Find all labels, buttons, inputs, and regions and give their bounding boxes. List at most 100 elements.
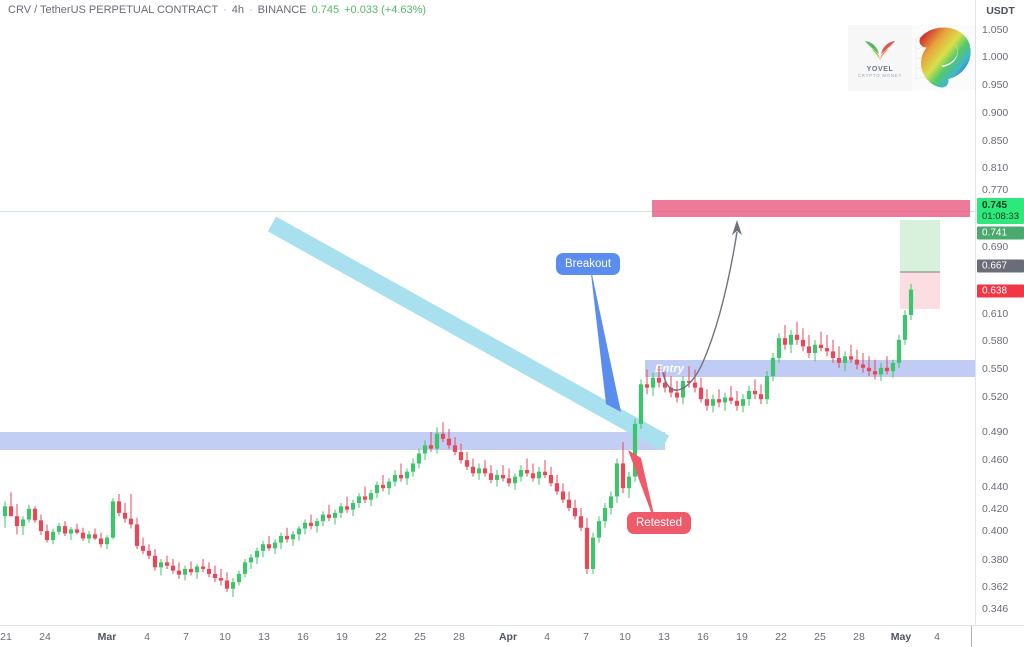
candle-body — [140, 545, 146, 551]
candle-body — [770, 357, 776, 377]
candle-body — [692, 382, 698, 388]
candle-body — [764, 376, 770, 400]
candle-body — [446, 438, 452, 446]
current-price-badge[interactable]: 0.745 01:08:33 — [977, 198, 1024, 224]
candle-body — [536, 471, 542, 479]
candle-body — [158, 562, 164, 568]
candle-body — [284, 535, 290, 540]
projection-arrow-path — [662, 231, 738, 391]
candle-body — [680, 381, 686, 398]
price-tick: 0.810 — [982, 162, 1009, 174]
time-scale-cursor — [971, 626, 972, 647]
candle-body — [656, 377, 662, 383]
candle-body — [164, 562, 170, 566]
candle-body — [668, 387, 674, 393]
candle-body — [620, 463, 626, 489]
candle-body — [302, 522, 308, 529]
time-tick: 28 — [853, 631, 865, 643]
candle-body — [236, 573, 242, 583]
entry-price-badge[interactable]: 0.667 — [977, 259, 1024, 273]
candle-body — [56, 526, 62, 532]
candle-body — [686, 381, 692, 383]
price-scale[interactable]: USDT 1.050 1.000 0.950 0.900 0.850 0.810 0.770… — [975, 0, 1024, 625]
time-tick: 22 — [775, 631, 787, 643]
candle-body — [848, 356, 854, 360]
stop-loss-badge[interactable]: 0.638 — [977, 284, 1024, 298]
retested-callout[interactable]: Retested — [627, 512, 692, 534]
candle-body — [674, 392, 680, 398]
badge-price: 0.741 — [982, 227, 1008, 239]
candle-body — [266, 544, 272, 549]
candle-body — [590, 537, 596, 569]
candle-body — [410, 463, 416, 472]
candle-body — [614, 463, 620, 497]
candle-body — [182, 568, 188, 575]
candle-body — [596, 521, 602, 538]
candle-body — [842, 356, 848, 363]
time-scale[interactable]: 21 24 Mar 4 7 10 13 16 19 22 25 28 Apr 4 7 10 13 16 19 22 25… — [0, 625, 1024, 647]
time-tick: 24 — [39, 631, 51, 643]
candle-body — [560, 491, 566, 500]
time-tick-month: May — [890, 631, 912, 643]
interval-label[interactable]: 4h — [231, 4, 244, 16]
candle-body — [80, 532, 86, 539]
candle-body — [110, 501, 116, 538]
candle-body — [854, 359, 860, 365]
price-tick: 0.770 — [982, 184, 1009, 196]
candle-body — [32, 508, 38, 521]
candle-body — [488, 473, 494, 480]
candle-body — [416, 453, 422, 464]
projection-arrow-head — [732, 220, 742, 235]
candle-body — [902, 315, 908, 340]
breakout-callout[interactable]: Breakout — [556, 253, 621, 275]
candle-body — [554, 483, 560, 492]
candle-body — [434, 433, 440, 449]
candle-body — [212, 573, 218, 579]
time-tick: 13 — [258, 631, 270, 643]
candle-body — [314, 521, 320, 527]
take-profit-box — [900, 220, 940, 272]
candle-body — [290, 534, 296, 540]
current-price-line — [0, 211, 975, 212]
exchange-label[interactable]: BINANCE — [257, 4, 307, 16]
chart-plot-area[interactable]: Entry Breakout Retested — [0, 20, 975, 625]
candle-body — [716, 399, 722, 403]
candle-body — [50, 531, 56, 541]
take-profit-badge[interactable]: 0.741 — [977, 226, 1024, 240]
candle-body — [2, 506, 8, 517]
time-tick: 16 — [697, 631, 709, 643]
candle-body — [548, 474, 554, 484]
candle-body — [308, 522, 314, 527]
candle-body — [746, 390, 752, 400]
last-price-value: 0.745 — [311, 4, 340, 16]
resistance-zone[interactable] — [652, 200, 970, 217]
candle-body — [44, 531, 50, 541]
candle-body — [200, 566, 206, 569]
candle-body — [26, 508, 32, 520]
watermark-logo: YOVEL CRYPTO MONEY — [848, 25, 975, 91]
candle-body — [650, 377, 656, 388]
bar-countdown: 01:08:33 — [982, 211, 1019, 222]
support-zone[interactable] — [0, 432, 665, 450]
time-tick: 21 — [0, 631, 12, 643]
candle-body — [812, 344, 818, 353]
logo-name: YOVEL — [866, 66, 894, 73]
stop-loss-box — [900, 272, 940, 309]
price-tick: 0.440 — [982, 481, 1009, 493]
candle-body — [872, 371, 878, 375]
symbol-title[interactable]: CRV / TetherUS PERPETUAL CONTRACT — [8, 4, 219, 16]
candlestick-series — [2, 283, 914, 597]
candle-body — [776, 338, 782, 358]
candle-body — [728, 397, 734, 401]
candle-body — [392, 474, 398, 482]
candle-body — [782, 338, 788, 345]
candle-body — [62, 526, 68, 534]
candle-body — [740, 399, 746, 406]
candle-body — [512, 476, 518, 484]
time-tick: 25 — [814, 631, 826, 643]
candle-body — [428, 445, 434, 449]
candle-body — [584, 527, 590, 569]
price-tick: 0.550 — [982, 363, 1009, 375]
candle-body — [704, 399, 710, 406]
